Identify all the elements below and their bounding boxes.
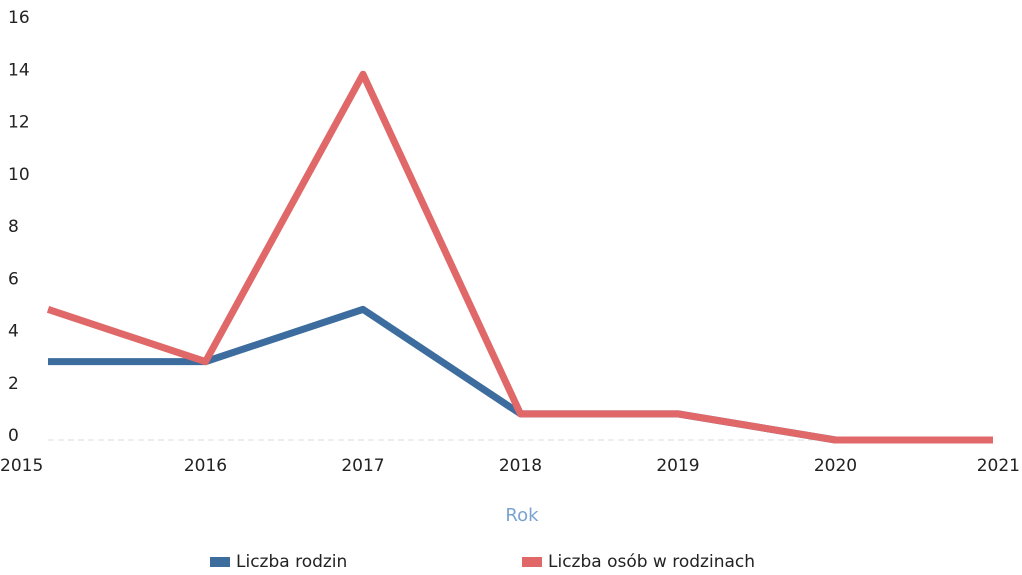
y-tick-label: 6 (8, 269, 19, 289)
x-axis-label: Rok (505, 505, 539, 526)
x-tick-label: 2020 (814, 456, 857, 476)
y-tick-label: 16 (8, 8, 30, 28)
legend-label: Liczba osób w rodzinach (548, 552, 755, 572)
y-tick-label: 14 (8, 60, 30, 80)
y-tick-label: 2 (8, 374, 19, 394)
y-tick-label: 12 (8, 113, 30, 133)
legend-label: Liczba rodzin (236, 552, 347, 572)
y-tick-label: 10 (8, 165, 30, 185)
legend-swatch (522, 557, 542, 567)
series-line (48, 305, 993, 444)
x-tick-label: 2015 (0, 456, 43, 476)
x-tick-label: 2018 (499, 456, 542, 476)
x-tick-label: 2019 (656, 456, 699, 476)
x-tick-label: 2021 (977, 456, 1020, 476)
y-tick-label: 8 (8, 217, 19, 237)
legend-swatch (210, 557, 230, 567)
series-line (46, 70, 993, 444)
y-tick-label: 4 (8, 322, 19, 342)
x-tick-label: 2017 (341, 456, 384, 476)
x-tick-label: 2016 (184, 456, 227, 476)
y-tick-label: 0 (8, 426, 19, 446)
